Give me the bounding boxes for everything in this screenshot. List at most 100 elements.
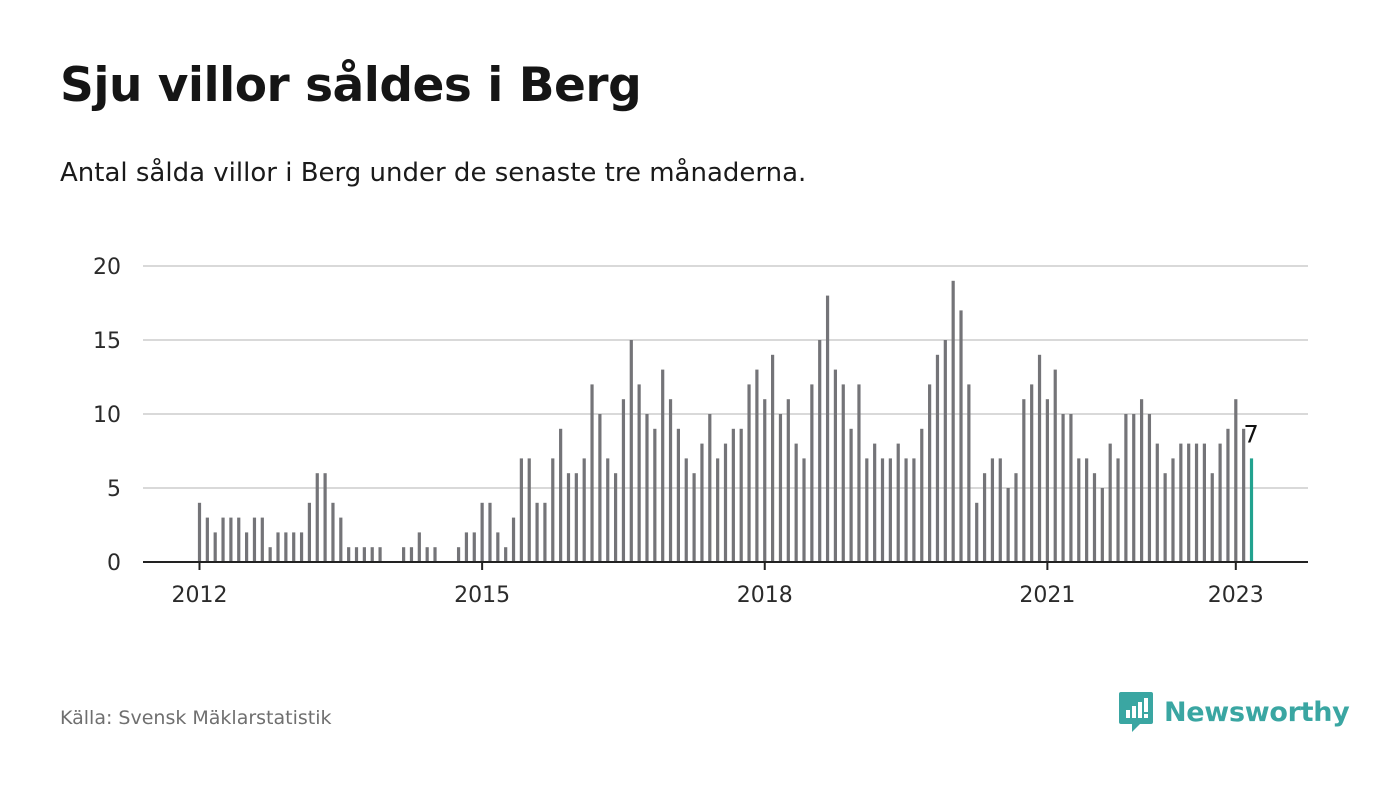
y-tick-label: 0 [107,551,121,576]
bar [1045,399,1049,562]
brand-name: Newsworthy [1164,696,1350,728]
bar [1132,414,1136,562]
bar [841,384,845,562]
bar [1202,443,1206,562]
bar [402,547,406,562]
bar [535,502,539,562]
bar [354,547,359,562]
bar [362,547,366,562]
bar [488,502,492,562]
bar [1108,443,1112,562]
bar [888,458,892,562]
bar [284,532,288,562]
bar [982,473,987,562]
bar [417,532,421,562]
bar [323,473,327,562]
bar [299,532,304,562]
bar [708,414,712,562]
bar [1163,473,1167,562]
y-tick-label: 10 [93,403,121,428]
bar [339,517,343,562]
bar [629,340,633,562]
last-value-label: 7 [1244,420,1259,448]
chart-title: Sju villor såldes i Berg [60,58,642,113]
bar [425,547,429,562]
bar [1077,458,1081,562]
bar [1194,443,1199,562]
bar [778,414,783,562]
bar [920,428,924,562]
bar [896,443,900,562]
bar [566,473,571,562]
bar [1218,443,1222,562]
bar [1139,399,1144,562]
bar [723,443,728,562]
bar [935,354,940,562]
bar [998,458,1002,562]
bar [928,384,932,562]
bar [951,280,955,562]
bar [692,473,696,562]
bar [716,458,720,562]
bar [1085,458,1089,562]
bar [598,414,602,562]
bar [229,517,233,562]
bar [527,458,531,562]
bar [865,458,869,562]
bar [1053,369,1057,562]
y-tick-label: 5 [107,477,121,502]
bar [825,295,830,562]
bar [873,443,877,562]
bar [975,502,979,562]
y-axis-labels: 0 5 10 15 20 [93,255,121,576]
x-axis: 2012 2015 2018 2021 2023 [143,561,1308,608]
bar [1116,458,1120,562]
bar [590,384,594,562]
bar [1006,488,1010,562]
bar [221,517,225,562]
bar [771,354,775,562]
bar [1100,488,1104,562]
bar [684,458,688,562]
bar [606,458,610,562]
bar [496,532,500,562]
bar [456,547,461,562]
bar [943,340,947,562]
bar-chart: 0 5 10 15 20 2012 2015 2018 2021 2023 7 [93,255,1308,608]
bar [786,399,790,562]
bar [504,547,508,562]
brand-logo[interactable]: Newsworthy [1118,690,1350,734]
bar [559,428,563,562]
bar [1171,458,1175,562]
bar [551,458,555,562]
x-tick-label: 2021 [1019,583,1075,608]
bar [213,532,217,562]
x-tick-label: 2012 [172,583,228,608]
bar [1147,414,1152,562]
bar [810,384,814,562]
bar [252,517,257,562]
bar [818,340,822,562]
bar [268,547,272,562]
source-note: Källa: Svensk Mäklarstatistik [60,707,332,729]
bar [197,502,202,562]
bar [370,547,374,562]
bar [1069,414,1073,562]
bar [464,532,469,562]
bars [197,280,1254,562]
bar [1022,399,1026,562]
y-tick-label: 20 [93,255,121,280]
bar-highlight [1249,458,1254,562]
bar [519,458,523,562]
bar [739,428,743,562]
bar [613,473,618,562]
bar [755,369,759,562]
bar [1155,443,1159,562]
bar [409,547,414,562]
bar [747,384,751,562]
bar [959,310,963,562]
x-tick-label: 2023 [1208,583,1264,608]
bar [1179,443,1183,562]
bar [676,428,680,562]
bar [433,547,437,562]
